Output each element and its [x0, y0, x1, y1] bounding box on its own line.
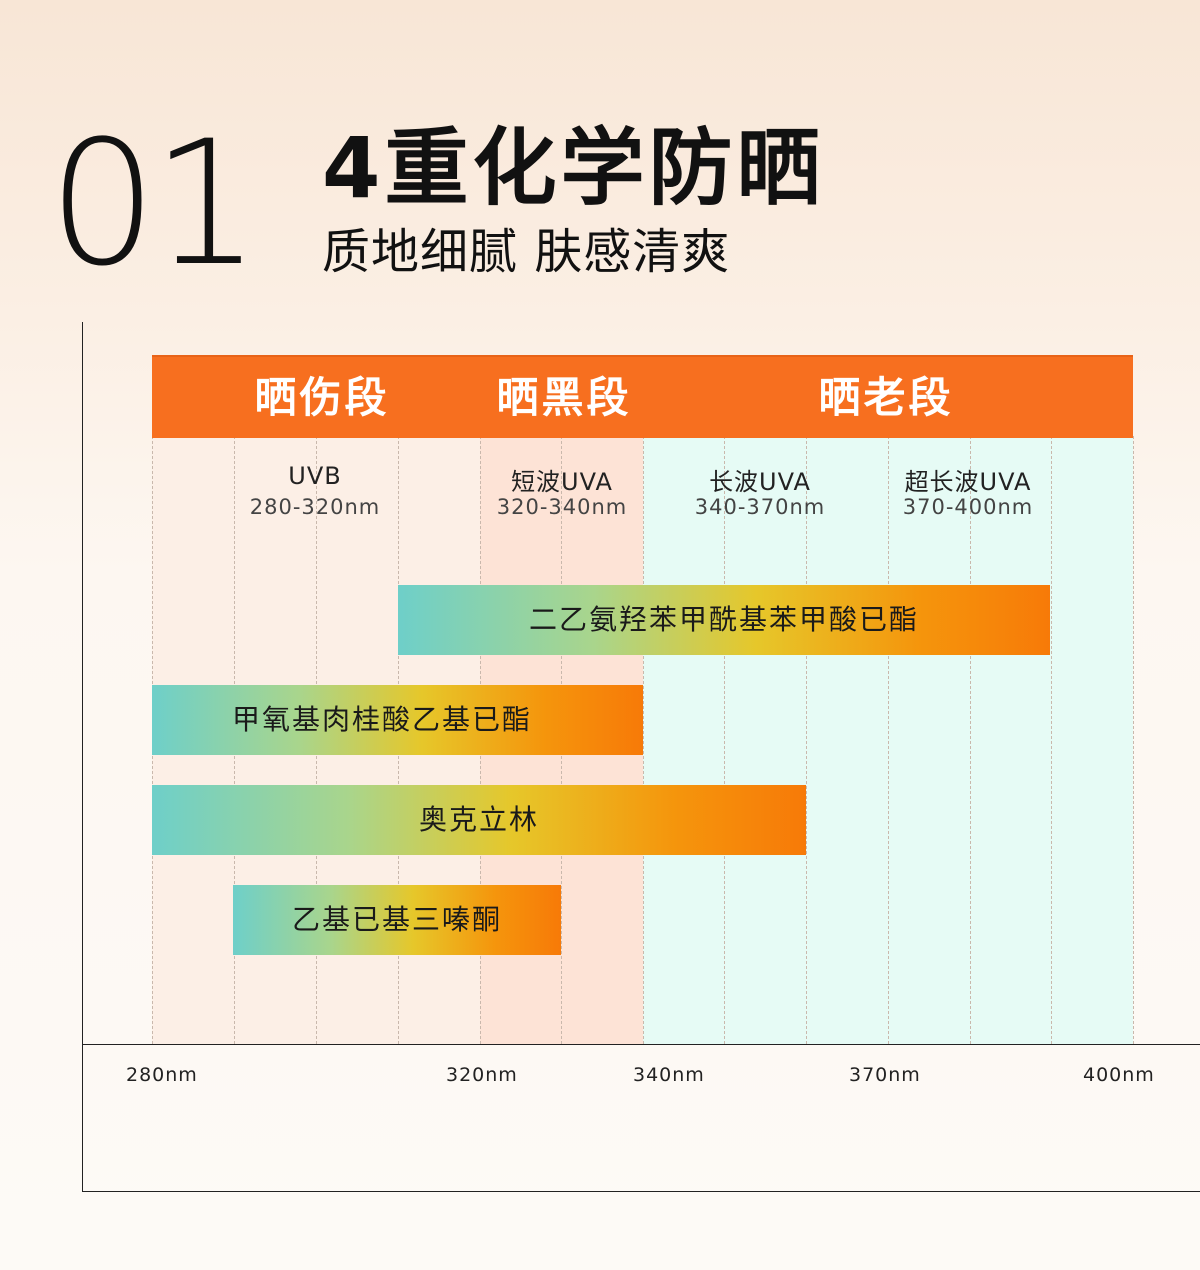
- vertical-axis-line: [82, 322, 83, 1192]
- segment-name-uvb: UVB: [288, 462, 342, 490]
- segment-name-ultra-long-uva: 超长波UVA: [904, 468, 1032, 496]
- segment-name-short-uva: 短波UVA: [511, 468, 613, 496]
- grid-line: [643, 436, 644, 1044]
- segment-range-long-uva: 340-370nm: [694, 495, 826, 519]
- grid-line: [888, 436, 889, 1044]
- bottom-axis-line: [82, 1191, 1200, 1192]
- filter-bar: 二乙氨羟苯甲酰基苯甲酸已酯: [398, 585, 1050, 655]
- page-subtitle: 质地细腻 肤感清爽: [322, 224, 731, 280]
- grid-line: [724, 436, 725, 1044]
- grid-line: [806, 436, 807, 1044]
- grid-line: [1051, 436, 1052, 1044]
- band-header: 晒伤段 晒黑段 晒老段: [152, 355, 1133, 438]
- segment-name-long-uva: 长波UVA: [709, 468, 811, 496]
- grid-line: [970, 436, 971, 1044]
- band-label-aging: 晒老段: [818, 373, 954, 422]
- filter-bar: 奥克立林: [152, 785, 806, 855]
- x-axis-line: [82, 1044, 1200, 1045]
- axis-tick-label: 280nm: [126, 1064, 198, 1086]
- axis-tick-label: 370nm: [849, 1064, 921, 1086]
- filter-bar: 甲氧基肉桂酸乙基已酯: [152, 685, 643, 755]
- page-title: 4重化学防晒: [322, 119, 825, 217]
- grid-line: [1133, 436, 1134, 1044]
- axis-tick-label: 340nm: [633, 1064, 705, 1086]
- band-label-tanning: 晒黑段: [496, 373, 632, 422]
- segment-range-short-uva: 320-340nm: [496, 495, 628, 519]
- axis-tick-label: 320nm: [446, 1064, 518, 1086]
- band-label-sunburn: 晒伤段: [254, 373, 390, 422]
- filter-bar: 乙基已基三嗪酮: [233, 885, 561, 955]
- segment-range-uvb: 280-320nm: [249, 495, 381, 519]
- segment-range-ultra-long-uva: 370-400nm: [902, 495, 1034, 519]
- axis-tick-label: 400nm: [1083, 1064, 1155, 1086]
- section-number: 01: [48, 103, 261, 304]
